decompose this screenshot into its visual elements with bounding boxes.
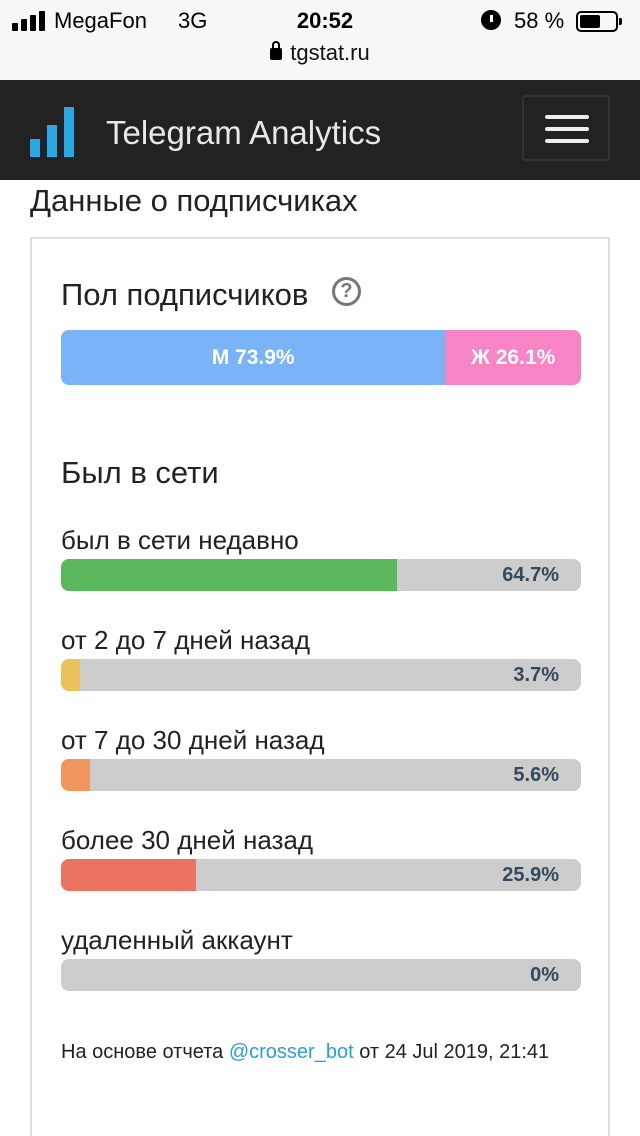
online-label-7-30-days: от 7 до 30 дней назад [61, 725, 325, 755]
gender-bar: М 73.9% Ж 26.1% [61, 330, 581, 385]
subscribers-card: Пол подписчиков ? М 73.9% Ж 26.1% Был в … [30, 237, 610, 1136]
gender-heading: Пол подписчиков [61, 277, 309, 312]
bot-link[interactable]: @crosser_bot [228, 1041, 354, 1063]
online-label-over-30-days: более 30 дней назад [61, 825, 314, 855]
online-bar-deleted: 0% [61, 959, 581, 991]
online-label-deleted: удаленный аккаунт [61, 925, 293, 955]
network-type: 3G [178, 8, 208, 33]
hamburger-menu-icon [545, 115, 589, 119]
carrier-name: MegaFon [54, 8, 147, 33]
online-fill-recent [61, 559, 398, 591]
online-bar-2-7-days: 3.7% [61, 659, 581, 691]
online-bar-recent: 64.7% [61, 559, 581, 591]
online-fill-over-30-days [61, 859, 196, 891]
online-label-2-7-days: от 2 до 7 дней назад [61, 625, 311, 655]
online-pct-7-30-days: 5.6% [513, 764, 559, 786]
brand-title[interactable]: Telegram Analytics [106, 114, 382, 151]
online-heading: Был в сети [61, 455, 219, 490]
lock-icon [270, 41, 283, 60]
online-fill-2-7-days [61, 659, 81, 691]
battery-level-fill [580, 15, 600, 28]
gender-segment-male: М 73.9% [61, 330, 446, 385]
site-navbar: Telegram Analytics [0, 80, 640, 180]
status-time: 20:52 [296, 8, 354, 33]
gender-segment-female: Ж 26.1% [445, 330, 581, 385]
ios-status-bar: MegaFon 3G 20:52 58 % tgstat.ru [0, 0, 640, 80]
url-bar[interactable]: tgstat.ru [0, 40, 640, 70]
online-fill-7-30-days [61, 759, 91, 791]
question-circle-icon[interactable]: ? [332, 277, 361, 306]
battery-icon [576, 11, 622, 32]
alarm-clock-icon [481, 10, 501, 30]
bar-chart-logo-icon[interactable] [30, 107, 78, 157]
page-title: Данные о подписчиках [30, 183, 358, 218]
cellular-signal-icon [12, 11, 52, 31]
hamburger-menu-button[interactable] [522, 95, 610, 161]
footnote-prefix: На основе отчета [61, 1041, 229, 1063]
online-pct-deleted: 0% [530, 964, 559, 986]
battery-percent: 58 % [514, 8, 565, 33]
report-footnote: На основе отчета @crosser_bot от 24 Jul … [61, 1027, 561, 1077]
online-bar-7-30-days: 5.6% [61, 759, 581, 791]
online-bar-over-30-days: 25.9% [61, 859, 581, 891]
online-pct-over-30-days: 25.9% [502, 864, 559, 886]
online-pct-recent: 64.7% [502, 564, 559, 586]
status-row: MegaFon 3G 20:52 58 % [0, 6, 640, 36]
online-pct-2-7-days: 3.7% [513, 664, 559, 686]
url-text: tgstat.ru [290, 40, 370, 65]
footnote-suffix: от 24 Jul 2019, 21:41 [353, 1041, 550, 1063]
online-label-recent: был в сети недавно [61, 525, 299, 555]
